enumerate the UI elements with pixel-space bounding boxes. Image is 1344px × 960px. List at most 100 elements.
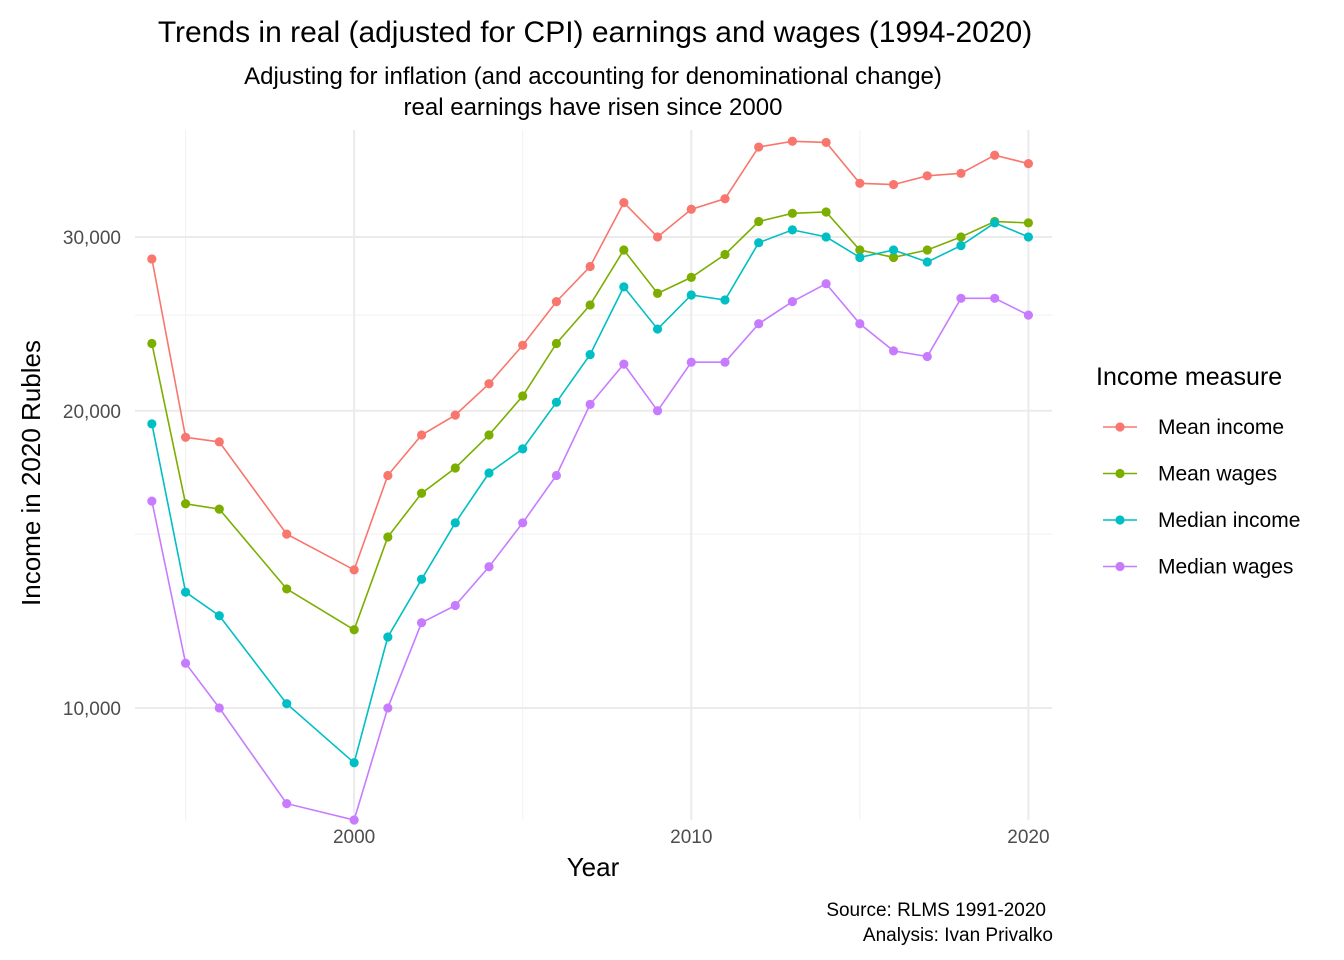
series-layer — [147, 136, 1034, 825]
data-point-mean-wages — [1023, 218, 1034, 228]
data-point-mean-income — [1023, 158, 1034, 169]
data-point-median-income — [518, 444, 528, 454]
data-point-mean-wages — [349, 625, 359, 635]
x-axis-title: Year — [567, 852, 620, 882]
data-point-median-income — [754, 238, 764, 248]
data-point-mean-wages — [416, 488, 427, 498]
data-point-median-wages — [585, 399, 595, 409]
series-mean-income — [147, 136, 1034, 575]
legend-label: Median wages — [1158, 556, 1293, 579]
plot-panel — [135, 130, 1052, 820]
series-mean-wages — [147, 207, 1034, 635]
x-tick-label: 2010 — [670, 827, 712, 848]
data-point-mean-wages — [518, 391, 528, 401]
data-point-median-wages — [821, 279, 831, 289]
data-point-mean-wages — [484, 430, 494, 440]
data-point-median-wages — [1023, 310, 1034, 320]
data-point-median-income — [990, 218, 1000, 228]
data-point-mean-income — [956, 168, 966, 178]
data-point-mean-wages — [450, 463, 460, 473]
data-point-mean-income — [585, 261, 595, 272]
data-point-median-wages — [686, 357, 696, 367]
data-point-mean-wages — [787, 208, 798, 218]
caption-analysis: Analysis: Ivan Privalko — [863, 925, 1053, 946]
data-point-mean-wages — [888, 252, 899, 263]
data-point-mean-wages — [619, 245, 629, 255]
data-point-mean-wages — [855, 245, 865, 255]
data-point-mean-income — [349, 565, 359, 575]
series-median-wages — [147, 279, 1034, 825]
data-point-median-wages — [652, 406, 663, 416]
data-point-mean-income — [214, 437, 224, 447]
data-point-median-income — [652, 324, 663, 334]
data-point-median-wages — [383, 703, 393, 713]
data-point-mean-income — [990, 150, 1000, 160]
data-point-mean-income — [484, 379, 494, 389]
data-point-median-wages — [754, 319, 764, 329]
y-tick-label: 20,000 — [63, 402, 121, 423]
data-point-median-income — [956, 241, 966, 251]
legend-label: Mean income — [1158, 416, 1284, 439]
legend-key-point — [1115, 468, 1125, 479]
data-point-median-income — [551, 397, 562, 407]
data-point-mean-income — [619, 198, 629, 208]
legend-item-mean-income: Mean income — [1103, 416, 1284, 439]
data-point-median-wages — [888, 346, 899, 356]
data-point-median-income — [349, 758, 359, 768]
series-median-income — [147, 218, 1034, 768]
data-point-mean-income — [686, 204, 696, 214]
legend-key-point — [1115, 561, 1125, 572]
legend-item-mean-wages: Mean wages — [1103, 463, 1277, 486]
data-point-mean-wages — [922, 245, 932, 255]
x-tick-label: 2020 — [1007, 827, 1049, 848]
data-point-mean-wages — [383, 532, 393, 542]
y-axis-ticks: 10,000 20,000 30,000 — [63, 228, 121, 720]
y-tick-label: 30,000 — [63, 228, 121, 249]
data-point-mean-income — [720, 194, 730, 204]
data-point-median-income — [720, 295, 730, 305]
data-point-median-wages — [956, 293, 966, 303]
data-point-median-income — [383, 632, 393, 642]
data-point-median-income — [484, 468, 494, 478]
data-point-mean-wages — [720, 249, 730, 260]
data-point-median-income — [147, 419, 157, 429]
legend-label: Mean wages — [1158, 463, 1277, 486]
data-point-median-wages — [720, 357, 730, 367]
data-point-median-wages — [349, 815, 359, 825]
chart-subtitle-line-2: real earnings have risen since 2000 — [404, 94, 783, 121]
data-point-median-wages — [551, 470, 562, 481]
series-line-mean-wages — [151, 211, 1029, 631]
data-point-mean-wages — [754, 216, 764, 227]
legend-key-point — [1115, 422, 1125, 432]
data-point-mean-income — [180, 432, 191, 442]
data-point-median-income — [821, 232, 831, 242]
data-point-mean-income — [787, 136, 798, 146]
data-point-median-income — [787, 225, 798, 235]
data-point-median-wages — [416, 618, 427, 628]
x-axis-ticks: 2000 2010 2020 — [333, 827, 1050, 848]
data-point-mean-income — [518, 340, 528, 350]
data-point-median-wages — [619, 359, 629, 369]
data-point-mean-income — [652, 232, 663, 242]
data-point-mean-wages — [214, 504, 224, 514]
data-point-mean-income — [147, 254, 157, 264]
data-point-median-wages — [450, 600, 460, 611]
data-point-mean-wages — [551, 338, 562, 349]
data-point-median-income — [585, 350, 595, 360]
data-point-mean-wages — [585, 300, 595, 310]
data-point-median-wages — [922, 351, 932, 362]
data-point-median-income — [686, 290, 696, 300]
data-point-mean-income — [754, 142, 764, 152]
data-point-median-income — [619, 282, 629, 292]
series-line-median-wages — [151, 282, 1029, 821]
data-point-mean-wages — [821, 207, 831, 217]
data-point-median-income — [282, 699, 292, 709]
y-axis-title: Income in 2020 Rubles — [16, 340, 46, 606]
legend-key-point — [1115, 515, 1125, 525]
chart-subtitle-line-1: Adjusting for inflation (and accounting … — [244, 63, 942, 90]
data-point-median-income — [888, 245, 899, 255]
data-point-mean-wages — [147, 338, 157, 349]
data-point-mean-income — [922, 171, 932, 181]
data-point-median-income — [180, 587, 191, 597]
data-point-mean-income — [821, 137, 831, 148]
